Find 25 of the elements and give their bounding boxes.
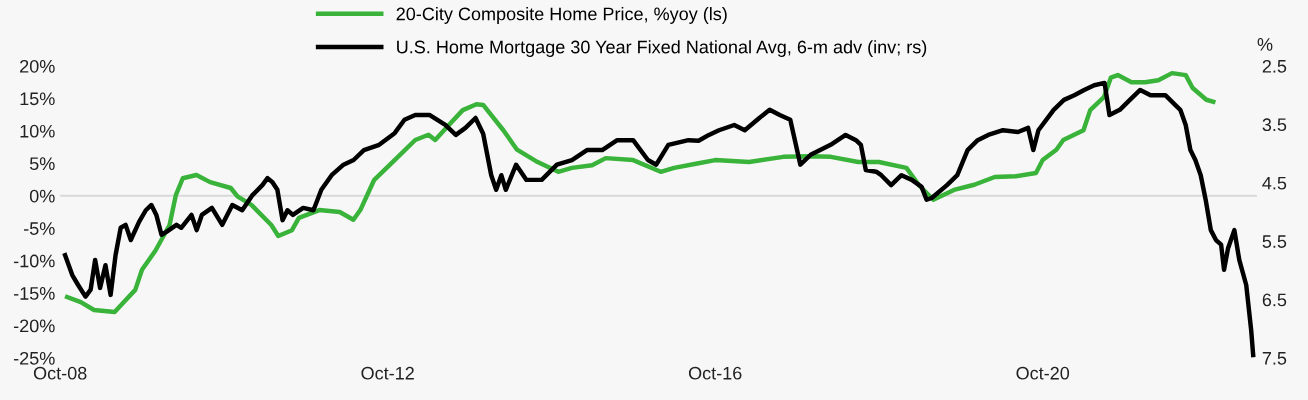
legend-label: U.S. Home Mortgage 30 Year Fixed National Avg, 6-m adv (inv; rs) (397, 40, 927, 57)
y-tick-label: -10% (13, 254, 55, 268)
y-tick-label: 10% (20, 124, 55, 138)
y2-tick-label: 7.5 (1262, 352, 1287, 365)
y-tick-label: 5% (29, 157, 55, 171)
x-tick-label: Oct-16 (688, 366, 742, 380)
y-tick-label: 20% (20, 59, 55, 73)
y2-tick-label: 6.5 (1262, 293, 1287, 307)
y2-tick-label: 5.5 (1262, 235, 1287, 248)
y2-tick-label: 4.5 (1262, 176, 1287, 190)
y-tick-label: 15% (20, 92, 55, 106)
y2-tick-label: 2.5 (1262, 59, 1287, 73)
y2-tick-label: 3.5 (1262, 118, 1287, 132)
y-tick-label: -20% (13, 319, 55, 333)
y-tick-label: -15% (13, 287, 55, 300)
line-series (62, 80, 1256, 358)
legend-label: 20-City Composite Home Price, %yoy (ls) (396, 7, 727, 24)
x-tick-label: Oct-12 (361, 366, 414, 380)
y-tick-label: -25% (13, 351, 55, 365)
line-series (64, 70, 1216, 315)
y-tick-label: 0% (29, 189, 55, 203)
y-tick-label: -5% (24, 222, 55, 235)
x-tick-label: Oct-20 (1016, 366, 1070, 380)
y2-axis-title: % (1257, 38, 1273, 51)
x-tick-label: Oct-08 (33, 366, 87, 380)
